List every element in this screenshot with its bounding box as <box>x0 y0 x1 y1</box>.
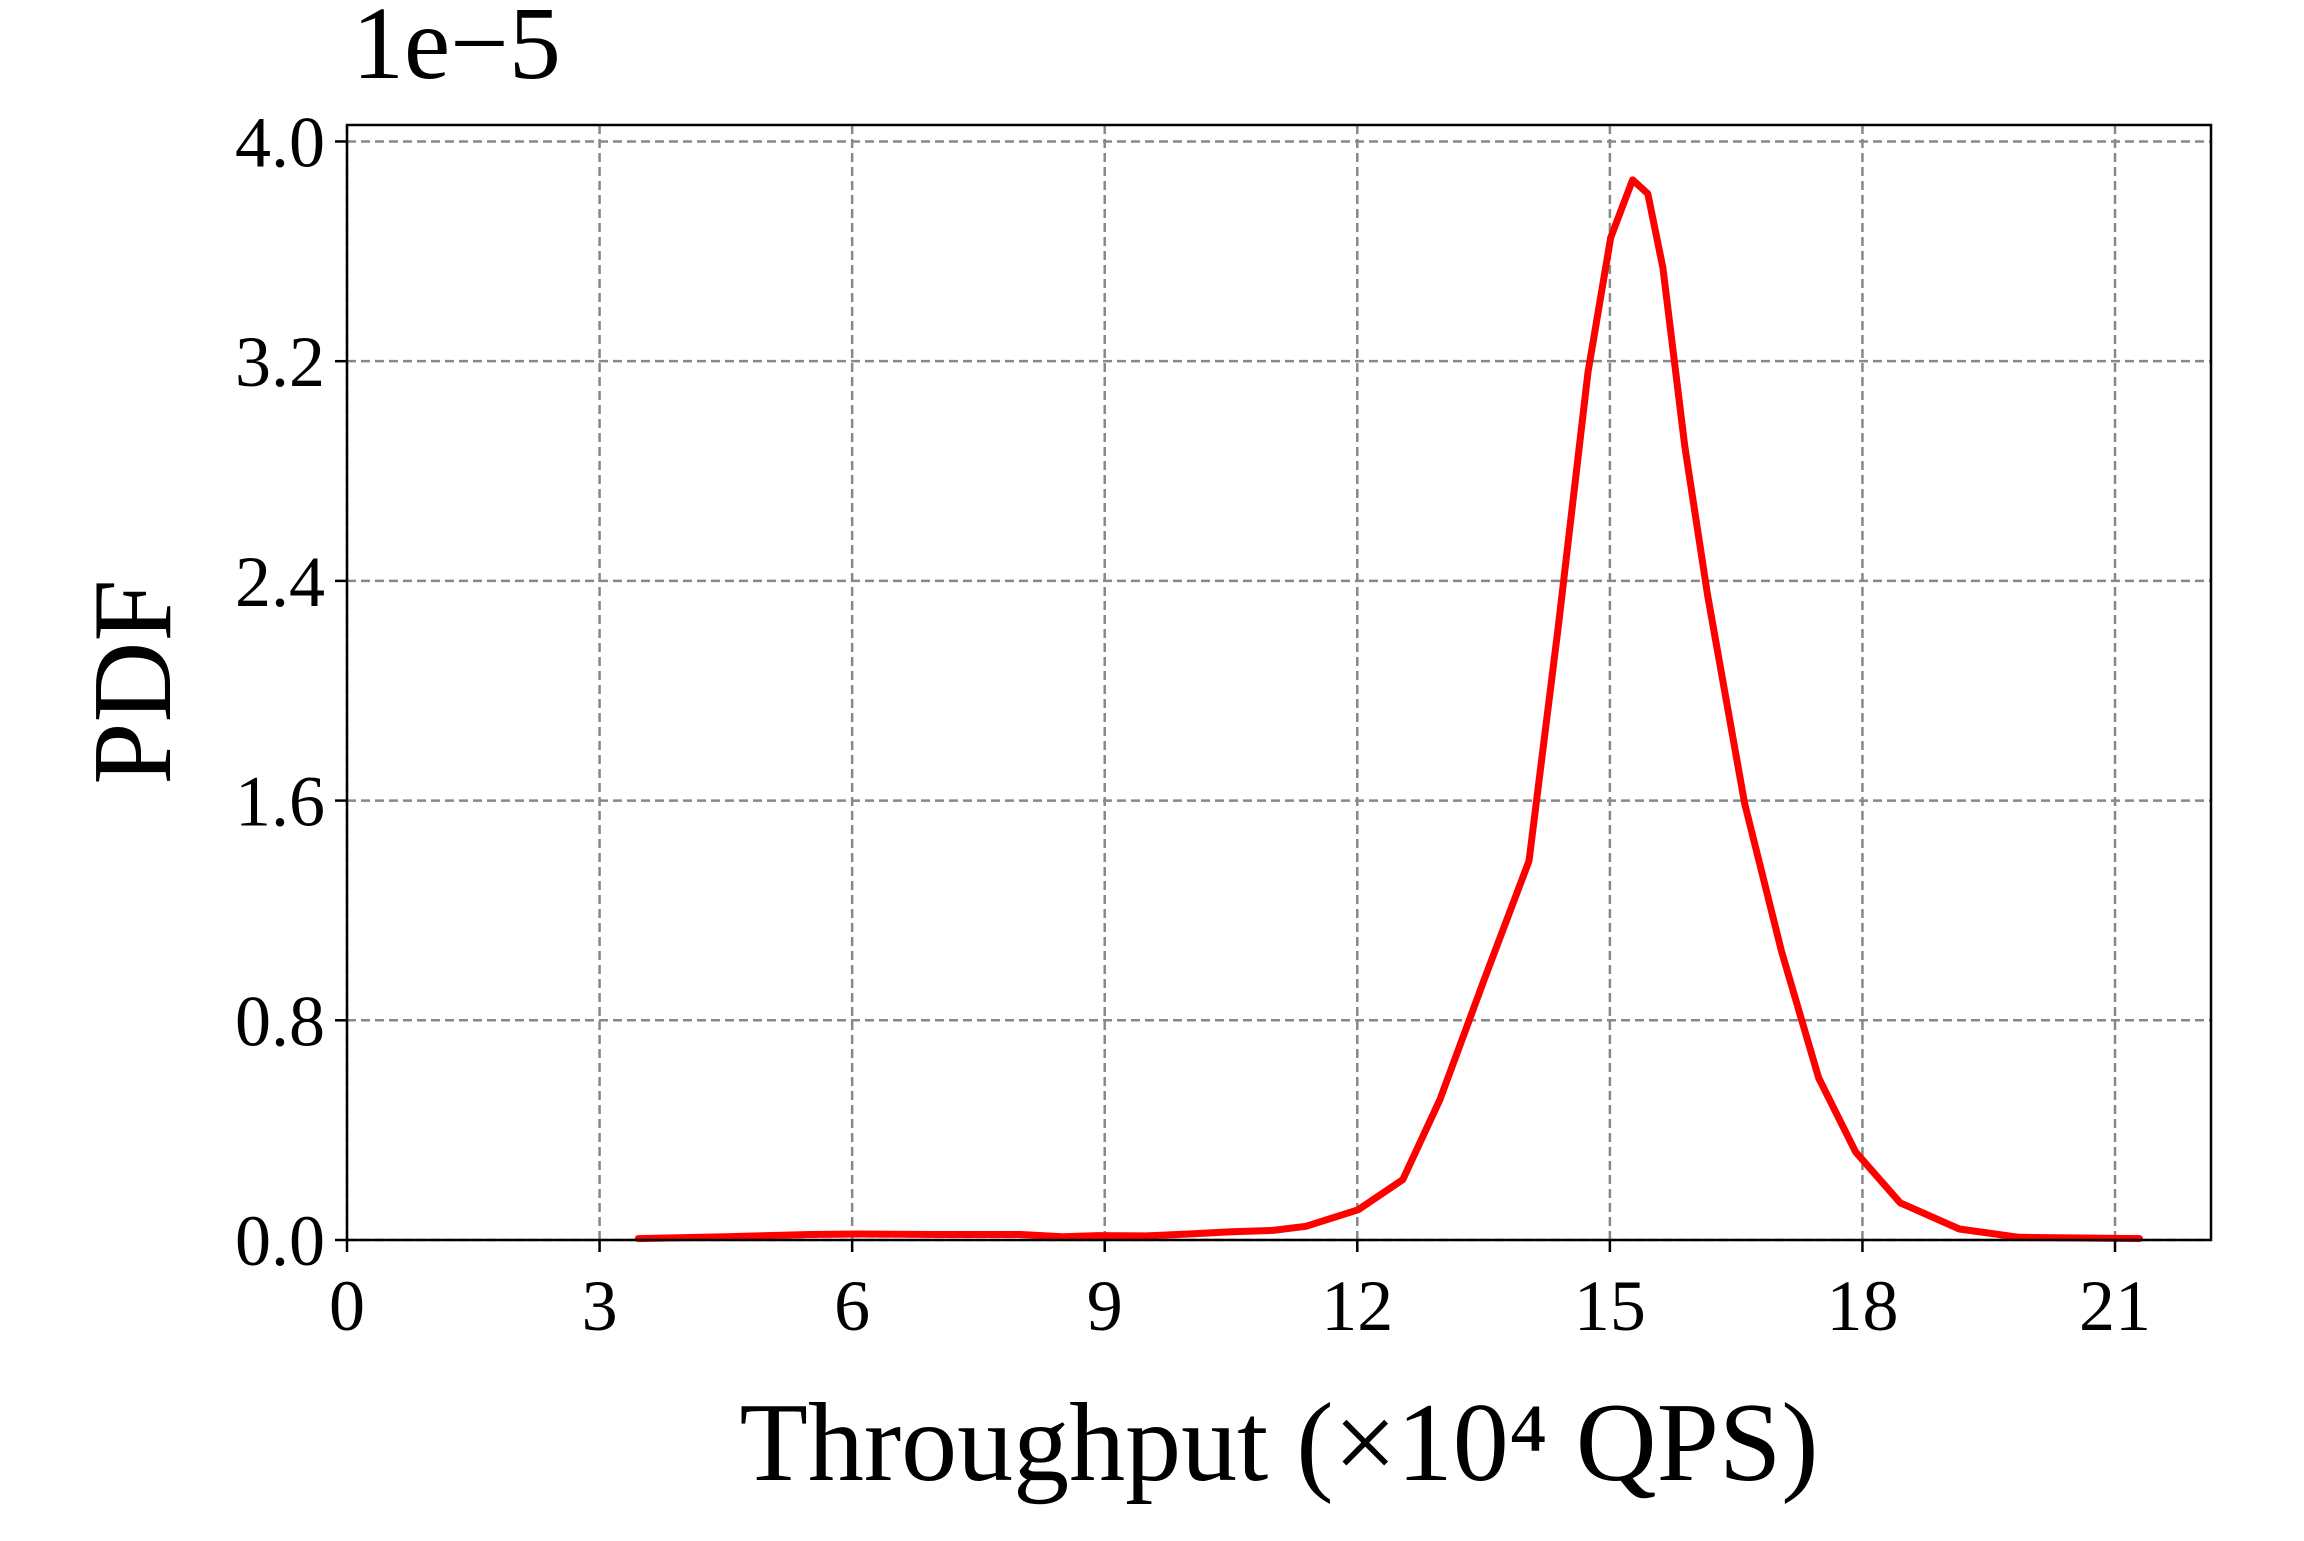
line-series <box>634 176 2143 1243</box>
x-tick-label: 0 <box>329 1266 365 1346</box>
axes-frame <box>345 123 2213 1242</box>
x-tick-label: 3 <box>582 1266 618 1346</box>
plot-area <box>634 176 2143 1243</box>
grid <box>345 125 2211 1242</box>
y-axis-label: PDF <box>71 579 195 784</box>
y-tick-label: 0.8 <box>235 981 325 1061</box>
y-tick-label: 4.0 <box>235 102 325 182</box>
x-tick-label: 6 <box>834 1266 870 1346</box>
x-tick-label: 18 <box>1826 1266 1898 1346</box>
x-tick-label: 12 <box>1321 1266 1393 1346</box>
x-tick-label: 21 <box>2079 1266 2151 1346</box>
y-tick-label: 0.0 <box>235 1201 325 1281</box>
y-tick-label: 1.6 <box>235 762 325 842</box>
y-tick-label: 3.2 <box>235 322 325 402</box>
x-tick-label: 9 <box>1087 1266 1123 1346</box>
y-offset-label: 1e−5 <box>352 0 561 101</box>
y-tick-label: 2.4 <box>235 542 325 622</box>
x-tick-label: 15 <box>1574 1266 1646 1346</box>
ticks: 0 3 6 9 12 15 18 21 0.0 0.8 1.6 2.4 3.2 4.0 <box>235 102 2151 1346</box>
x-axis-label: Throughput (×10⁴ QPS) <box>739 1381 1818 1505</box>
